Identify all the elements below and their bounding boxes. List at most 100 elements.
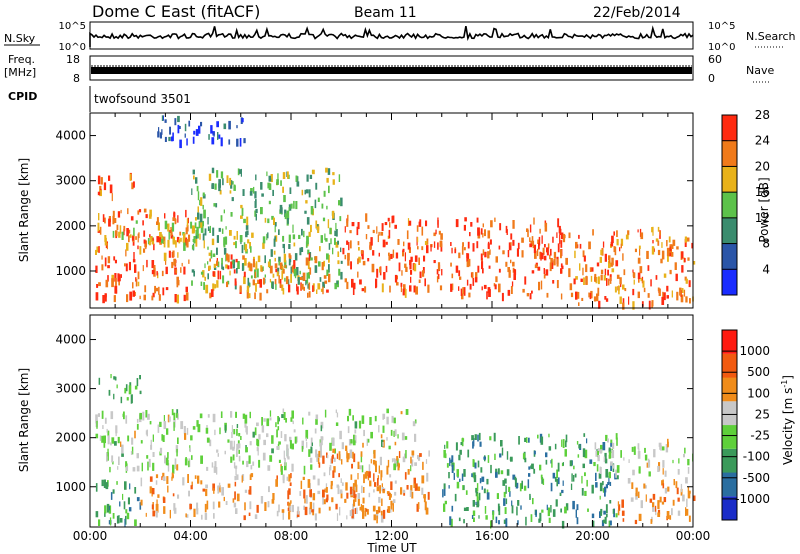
power-cell [274, 278, 277, 285]
power-cell [251, 232, 254, 238]
power-cell [637, 291, 640, 299]
cpid-label: CPID [8, 90, 37, 103]
velocity-cell [122, 493, 124, 500]
power-cell [186, 239, 189, 248]
velocity-cell [236, 428, 238, 436]
power-cell [240, 204, 243, 209]
velocity-cell [354, 479, 357, 487]
velocity-cell [204, 512, 208, 520]
velocity-cell [235, 508, 238, 514]
power-cell [250, 246, 252, 253]
velocity-cell [635, 493, 638, 500]
velocity-cell [263, 439, 266, 446]
power-cell [211, 137, 215, 145]
velocity-cell [236, 448, 238, 457]
power-cell [253, 186, 255, 194]
velocity-cell [652, 502, 655, 509]
velocity-cell [662, 483, 665, 489]
velocity-cell [291, 463, 294, 472]
power-cell [284, 277, 286, 282]
power-cell [387, 217, 390, 222]
velocity-cell [123, 501, 126, 510]
power-cell [347, 252, 350, 261]
power-cell [129, 291, 133, 301]
velocity-cell [402, 456, 406, 463]
power-cell [688, 280, 691, 288]
velocity-cell [120, 396, 123, 404]
velocity-cell [388, 492, 391, 500]
power-cell [315, 182, 318, 190]
velocity-cell [266, 433, 269, 438]
velocity-cell [166, 460, 169, 466]
power-cell [327, 219, 330, 229]
velocity-cell [271, 499, 275, 504]
power-cell [102, 214, 105, 222]
velocity-cell [139, 502, 142, 510]
velocity-colorbar-tick-label: 100 [747, 386, 770, 400]
power-cell [126, 294, 129, 303]
velocity-cell [104, 511, 106, 517]
velocity-cell [607, 438, 609, 443]
power-cell [305, 189, 309, 194]
velocity-cell [196, 420, 199, 427]
power-cell [309, 267, 312, 275]
power-cell [559, 228, 562, 235]
velocity-cell [451, 462, 454, 467]
velocity-cell [688, 515, 691, 522]
power-cell [312, 285, 314, 292]
power-cell [241, 207, 244, 216]
velocity-cell [687, 467, 690, 474]
power-cell [565, 257, 568, 265]
velocity-cell [602, 442, 606, 451]
power-cell [233, 242, 236, 246]
velocity-cell [103, 435, 106, 444]
power-cell [274, 222, 277, 227]
power-cell [274, 236, 276, 240]
velocity-cell [449, 516, 452, 526]
velocity-cell [630, 497, 634, 502]
power-cell [512, 261, 515, 267]
velocity-cell [667, 441, 669, 447]
velocity-cell [183, 426, 186, 435]
velocity-cell [111, 455, 114, 463]
velocity-cell [584, 490, 587, 496]
power-cell [186, 224, 189, 232]
velocity-cell [637, 443, 640, 450]
power-cell [259, 292, 262, 301]
velocity-cell [293, 429, 296, 433]
velocity-cell [335, 503, 338, 510]
power-cell [125, 263, 128, 272]
velocity-cell [238, 433, 241, 437]
beam-title: Beam 11 [354, 5, 417, 21]
velocity-cell [683, 453, 685, 458]
power-cell [139, 246, 142, 255]
power-cell [133, 252, 135, 260]
power-cell [417, 246, 419, 250]
velocity-cell [282, 479, 285, 484]
velocity-cell [354, 421, 358, 429]
power-cell [207, 217, 209, 225]
velocity-cell [322, 496, 324, 505]
velocity-cell [214, 461, 217, 470]
time-tick-label: 08:00 [274, 529, 309, 543]
velocity-cell [586, 438, 588, 444]
velocity-cell [372, 459, 376, 465]
velocity-cell [182, 477, 185, 486]
velocity-cell [244, 502, 246, 511]
velocity-cell [386, 416, 389, 425]
power-cell [540, 280, 543, 290]
power-cell [230, 254, 233, 260]
velocity-cell [173, 507, 177, 514]
power-cell [674, 262, 677, 270]
velocity-cell [648, 471, 651, 477]
velocity-cell [517, 500, 520, 506]
velocity-cell [608, 520, 611, 527]
power-cell [436, 276, 439, 283]
velocity-cell [295, 436, 298, 443]
power-cell [211, 167, 215, 174]
power-cell [308, 272, 310, 279]
velocity-cell [269, 417, 272, 421]
power-cell [118, 281, 120, 286]
power-cell [185, 209, 187, 218]
power-cell [326, 269, 329, 276]
